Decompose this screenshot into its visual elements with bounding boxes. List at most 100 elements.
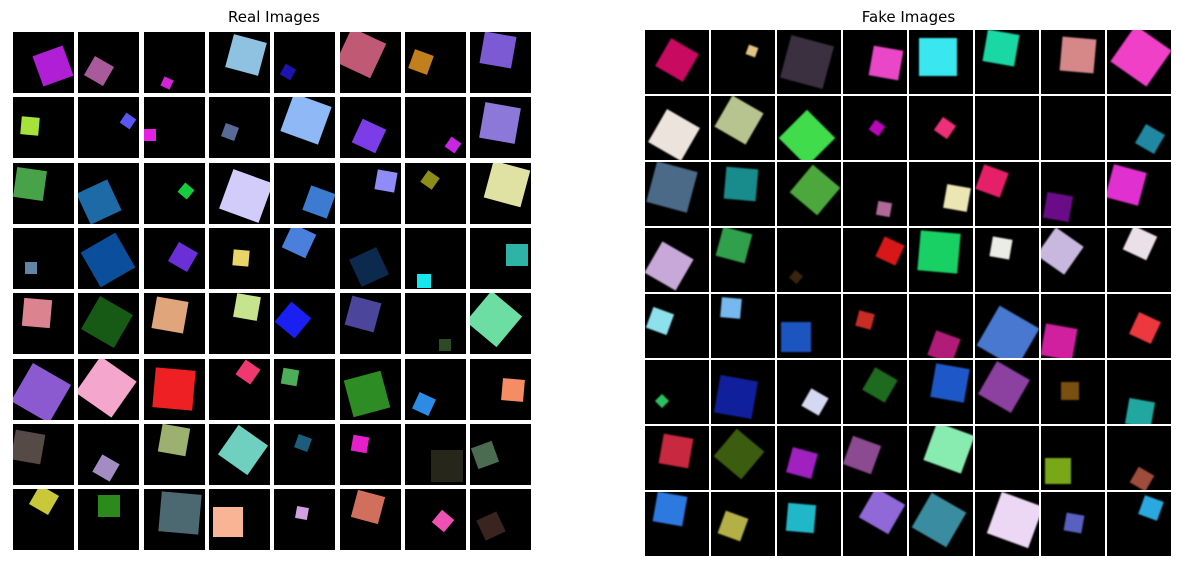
fake-image-tile <box>711 294 775 358</box>
fake-image-tile <box>645 492 709 556</box>
fake-image-square <box>1138 495 1164 521</box>
fake-image-tile <box>711 360 775 424</box>
fake-image-tile <box>1107 294 1171 358</box>
real-image-tile <box>143 162 205 224</box>
fake-image-tile <box>1041 294 1105 358</box>
real-image-tile <box>208 162 270 224</box>
fake-image-square <box>1107 164 1147 206</box>
real-image-square <box>13 429 46 465</box>
real-image-tile <box>470 358 532 420</box>
real-image-tile <box>274 358 336 420</box>
fake-image-square <box>723 166 759 202</box>
fake-image-tile <box>777 294 841 358</box>
real-image-tile <box>274 423 336 485</box>
real-image-square <box>143 129 156 142</box>
real-image-square <box>84 55 115 87</box>
fake-image-tile <box>645 294 709 358</box>
fake-image-tile <box>1041 162 1105 226</box>
real-image-tile <box>143 32 205 93</box>
fake-image-tile <box>1041 492 1105 556</box>
real-image-square <box>416 273 431 288</box>
real-image-square <box>28 489 60 516</box>
fake-image-tile <box>975 426 1039 490</box>
fake-image-square <box>976 305 1039 358</box>
real-image-square <box>302 184 336 219</box>
real-image-tile <box>143 423 205 485</box>
real-image-square <box>81 296 134 349</box>
real-images-panel: Real Images <box>13 0 535 568</box>
fake-image-tile <box>843 228 907 292</box>
fake-image-square <box>875 236 905 266</box>
real-image-tile <box>339 358 401 420</box>
fake-image-tile <box>645 96 709 160</box>
fake-image-square <box>1041 228 1084 275</box>
fake-image-square <box>868 119 886 137</box>
fake-image-square <box>714 96 764 145</box>
real-image-tile <box>13 162 74 224</box>
real-image-tile <box>470 227 532 289</box>
fake-image-square <box>989 236 1013 260</box>
fake-image-tile <box>1041 30 1105 94</box>
fake-image-square <box>717 510 749 542</box>
fake-image-square <box>715 228 753 264</box>
fake-image-tile <box>843 426 907 490</box>
real-image-tile <box>404 293 466 355</box>
real-image-square <box>92 454 120 482</box>
real-image-tile <box>274 32 336 93</box>
real-image-square <box>350 434 369 454</box>
real-image-tile <box>208 97 270 159</box>
real-image-square <box>479 32 517 69</box>
real-image-square <box>430 449 463 482</box>
fake-image-square <box>1042 191 1074 223</box>
fake-image-tile <box>711 162 775 226</box>
real-image-tile <box>470 489 532 551</box>
fake-image-tile <box>645 360 709 424</box>
real-image-square <box>159 76 174 90</box>
real-image-square <box>232 249 250 267</box>
fake-image-square <box>658 433 694 469</box>
real-image-square <box>225 34 267 76</box>
real-image-tile <box>339 227 401 289</box>
fake-image-square <box>982 30 1020 67</box>
fake-image-tile <box>975 162 1039 226</box>
fake-image-tile <box>975 96 1039 160</box>
real-image-square <box>351 119 386 154</box>
real-image-square <box>235 358 261 385</box>
real-image-square <box>470 293 523 348</box>
fake-image-square <box>780 35 834 89</box>
fake-image-square <box>1122 228 1158 261</box>
fake-image-square <box>781 322 811 352</box>
real-image-tile <box>13 423 74 485</box>
real-image-square <box>373 169 398 193</box>
real-image-tile <box>470 32 532 93</box>
fake-image-tile <box>909 30 973 94</box>
real-image-tile <box>470 97 532 159</box>
real-image-square <box>119 112 137 130</box>
fake-image-tile <box>1107 162 1171 226</box>
fake-image-tile <box>1107 228 1171 292</box>
real-image-square <box>279 63 297 81</box>
real-image-square <box>212 507 243 538</box>
real-image-square <box>295 506 310 521</box>
fake-image-tile <box>843 360 907 424</box>
real-image-tile <box>470 162 532 224</box>
fake-image-square <box>1110 30 1171 87</box>
real-image-tile <box>208 489 270 551</box>
real-image-tile <box>274 227 336 289</box>
real-image-tile <box>143 293 205 355</box>
fake-image-tile <box>777 30 841 94</box>
real-image-tile <box>78 227 140 289</box>
fake-image-tile <box>711 30 775 94</box>
fake-image-tile <box>909 426 973 490</box>
real-image-tile <box>404 489 466 551</box>
fake-image-tile <box>909 360 973 424</box>
fake-image-tile <box>711 426 775 490</box>
fake-image-square <box>911 492 967 548</box>
fake-image-tile <box>711 96 775 160</box>
fake-image-square <box>1063 512 1085 534</box>
real-image-square <box>344 295 381 333</box>
fake-image-tile <box>843 96 907 160</box>
real-image-tile <box>339 423 401 485</box>
real-image-tile <box>404 227 466 289</box>
real-image-square <box>281 227 317 259</box>
